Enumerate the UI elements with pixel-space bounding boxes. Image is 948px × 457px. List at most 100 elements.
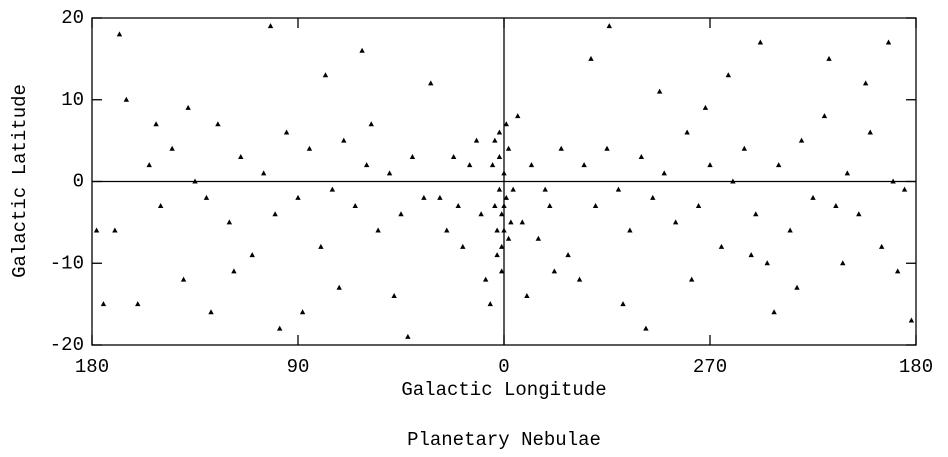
point: [260, 170, 267, 176]
y-tick-label: -20: [50, 334, 84, 356]
point: [169, 145, 175, 151]
point: [656, 88, 663, 94]
point: [238, 153, 244, 159]
point: [581, 162, 587, 168]
point: [473, 137, 480, 143]
point: [794, 284, 800, 290]
x-axis-label: Galactic Longitude: [401, 379, 606, 401]
point: [135, 301, 141, 307]
point: [775, 162, 782, 168]
point: [606, 23, 612, 29]
point: [499, 211, 505, 217]
point: [684, 129, 690, 135]
point: [707, 162, 713, 168]
point: [505, 145, 512, 151]
point: [753, 211, 759, 217]
point: [528, 162, 535, 168]
y-axis-label: Galactic Latitude: [9, 84, 31, 278]
point: [638, 153, 645, 159]
point: [725, 72, 732, 78]
point: [515, 113, 521, 119]
point: [844, 170, 851, 176]
point: [363, 162, 370, 168]
point: [862, 80, 869, 86]
point: [499, 243, 505, 249]
point: [688, 276, 695, 282]
point: [908, 317, 915, 323]
point: [505, 235, 512, 241]
point: [615, 186, 622, 192]
point: [757, 39, 764, 45]
point: [890, 178, 896, 184]
point: [592, 203, 599, 209]
point: [499, 268, 505, 274]
point: [341, 137, 347, 143]
point: [840, 260, 846, 266]
point: [565, 252, 571, 258]
point: [643, 325, 649, 331]
point: [501, 227, 507, 233]
point: [283, 129, 290, 135]
point: [359, 47, 365, 53]
point: [208, 309, 214, 315]
point: [478, 211, 484, 217]
y-tick-label: 10: [61, 89, 84, 111]
point: [112, 227, 118, 233]
point: [826, 55, 832, 61]
point: [627, 227, 633, 233]
point: [764, 260, 770, 266]
point: [496, 129, 503, 135]
point: [503, 121, 509, 127]
point: [798, 137, 805, 143]
point: [833, 203, 839, 209]
point: [492, 137, 498, 143]
point: [306, 145, 313, 151]
point: [551, 268, 558, 274]
point: [146, 162, 152, 168]
point: [492, 203, 498, 209]
point: [535, 235, 542, 241]
point: [116, 31, 123, 37]
x-tick-label: 270: [693, 356, 727, 378]
point: [391, 292, 397, 298]
point: [153, 121, 159, 127]
point: [576, 276, 583, 282]
point: [482, 276, 489, 282]
point: [421, 194, 427, 200]
point: [604, 145, 610, 151]
point: [489, 162, 496, 168]
point: [650, 194, 656, 200]
point: [409, 153, 416, 159]
point: [318, 243, 324, 249]
point: [267, 23, 274, 29]
point: [398, 211, 404, 217]
point: [460, 243, 466, 249]
point: [368, 121, 374, 127]
point: [702, 104, 709, 110]
chart-title: Planetary Nebulae: [407, 429, 601, 451]
point: [405, 333, 411, 339]
point: [620, 301, 626, 307]
point: [428, 80, 434, 86]
y-tick-label: 0: [73, 171, 84, 193]
y-tick-label: 20: [61, 7, 84, 29]
point: [510, 186, 516, 192]
point: [322, 72, 329, 78]
point: [588, 55, 594, 61]
x-tick-label: 180: [75, 356, 109, 378]
point: [185, 104, 191, 110]
point: [718, 243, 725, 249]
x-tick-label: 180: [899, 356, 933, 378]
point: [547, 203, 553, 209]
point: [299, 309, 306, 315]
point: [741, 145, 748, 151]
point: [375, 227, 381, 233]
point: [329, 186, 336, 192]
point: [501, 170, 507, 176]
point: [496, 153, 503, 159]
point: [508, 219, 514, 225]
point: [894, 268, 901, 274]
point: [466, 162, 473, 168]
point: [524, 292, 530, 298]
